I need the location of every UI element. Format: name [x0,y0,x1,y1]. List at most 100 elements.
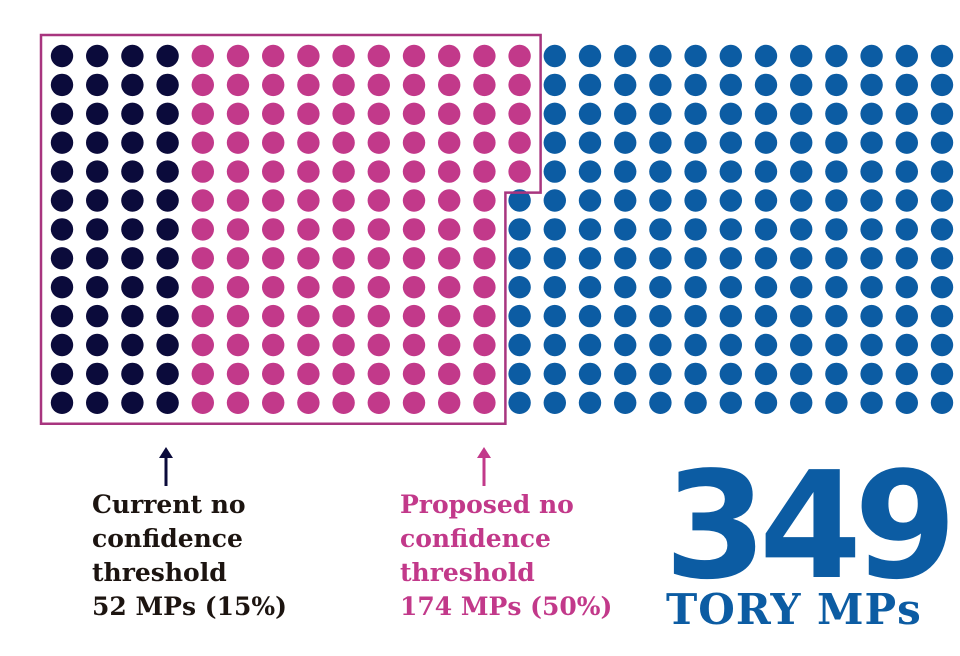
mp-dot [825,44,848,68]
mp-dot [930,218,954,241]
mp-dot [825,304,848,328]
mp-dot [402,304,426,328]
mp-dot [367,44,390,68]
mp-dot [121,73,144,97]
mp-dot [226,276,250,299]
mp-dot [895,44,918,68]
mp-dot [156,102,179,126]
mp-dot [754,247,778,270]
mp-dot [121,102,144,126]
mp-dot [50,304,74,328]
mp-dot [156,189,179,212]
mp-dot [332,44,355,68]
current-threshold-line-3: threshold [92,558,227,587]
mp-dots [50,44,954,414]
mp-dot [543,218,566,241]
mp-dot [578,333,602,357]
mp-dot [86,189,109,212]
mp-dot [86,247,109,270]
mp-dot [860,131,883,154]
mp-dot [684,333,707,357]
mp-dot [754,131,778,154]
mp-dot [895,391,918,414]
mp-dot [86,102,109,126]
mp-dot [367,333,390,357]
mp-dot [860,247,883,270]
mp-dot [156,391,179,414]
mp-dot [649,247,672,270]
mp-dot [578,218,602,241]
proposed-threshold-line-2: confidence [400,524,551,553]
mp-dot [297,391,320,414]
waffle-chart [39,33,954,426]
mp-dot [86,333,109,357]
mp-dot [191,276,214,299]
mp-dot [543,391,566,414]
mp-dot [262,102,285,126]
mp-dot [860,44,883,68]
mp-dot [543,333,566,357]
mp-dot [578,102,602,126]
mp-dot [684,362,707,386]
mp-dot [156,131,179,154]
mp-dot [402,44,426,68]
mp-dot [191,160,214,183]
mp-dot [121,44,144,68]
mp-dot [790,131,813,154]
mp-dot [719,247,742,270]
mp-dot [262,73,285,97]
mp-dot [191,73,214,97]
mp-dot [825,391,848,414]
mp-dot [332,102,355,126]
mp-dot [262,44,285,68]
mp-dot [156,44,179,68]
mp-dot [930,362,954,386]
mp-dot [508,160,531,183]
mp-dot [790,276,813,299]
mp-dot [262,333,285,357]
mp-dot [614,247,637,270]
mp-dot [649,160,672,183]
mp-dot [614,362,637,386]
mp-dot [191,218,214,241]
mp-dot [226,391,250,414]
mp-dot [649,304,672,328]
mp-dot [508,102,531,126]
mp-dot [402,160,426,183]
mp-dot [860,304,883,328]
mp-dot [473,189,496,212]
mp-dot [191,362,214,386]
mp-dot [332,131,355,154]
mp-dot [614,276,637,299]
mp-dot [649,276,672,299]
mp-dot [825,189,848,212]
mp-dot [402,362,426,386]
mp-dot [930,44,954,68]
mp-dot [226,333,250,357]
mp-dot [508,218,531,241]
current-threshold-line-2: confidence [92,524,243,553]
mp-dot [226,44,250,68]
mp-dot [860,333,883,357]
mp-dot [825,333,848,357]
mp-dot [930,160,954,183]
mp-dot [895,333,918,357]
mp-dot [930,247,954,270]
mp-dot [367,160,390,183]
mp-dot [402,131,426,154]
mp-dot [684,276,707,299]
mp-dot [438,73,461,97]
mp-dot [50,333,74,357]
mp-dot [860,391,883,414]
mp-dot [473,362,496,386]
mp-dot [438,102,461,126]
mp-dot [790,160,813,183]
mp-dot [614,131,637,154]
mp-dot [719,44,742,68]
mp-dot [226,160,250,183]
mp-dot [226,73,250,97]
mp-dot [297,333,320,357]
mp-dot [297,131,320,154]
mp-dot [543,73,566,97]
mp-dot [473,276,496,299]
